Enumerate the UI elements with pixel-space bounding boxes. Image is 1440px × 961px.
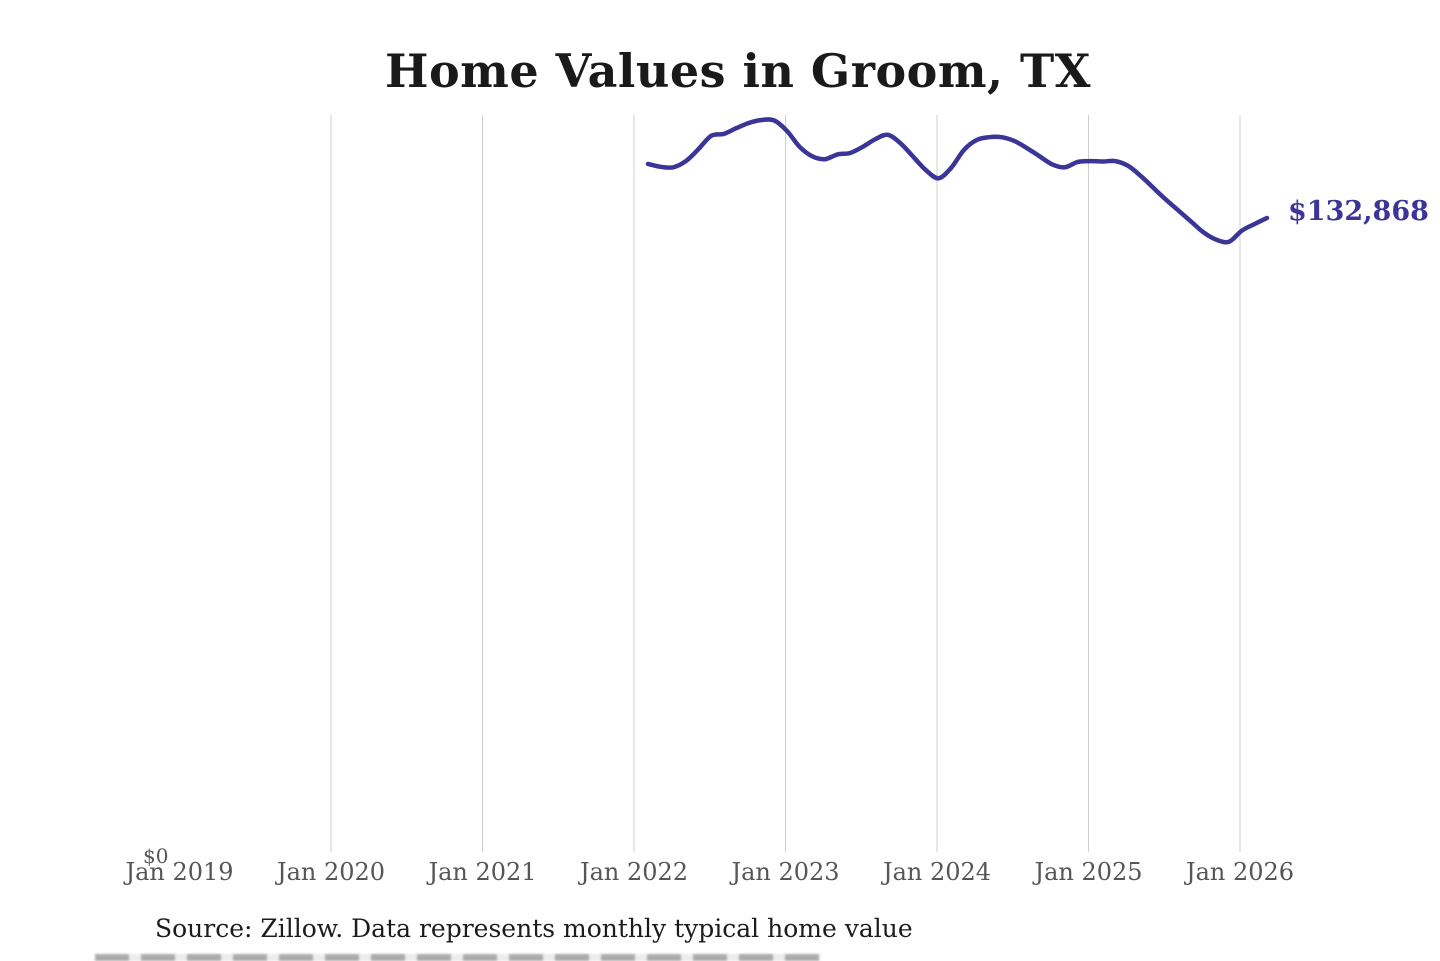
home-value-line bbox=[645, 117, 1270, 245]
x-axis-label: Jan 2022 bbox=[579, 858, 689, 886]
cropped-text-artifact bbox=[95, 954, 820, 961]
x-axis-label: Jan 2021 bbox=[428, 858, 537, 886]
x-axis-label: Jan 2020 bbox=[276, 858, 386, 886]
chart-title: Home Values in Groom, TX bbox=[385, 44, 1091, 98]
x-axis-label: Jan 2026 bbox=[1185, 858, 1295, 886]
x-axis-label: Jan 2025 bbox=[1034, 858, 1143, 886]
x-axis-label: Jan 2019 bbox=[125, 858, 234, 886]
latest-value-label: $132,868 bbox=[1288, 196, 1429, 227]
source-note: Source: Zillow. Data represents monthly … bbox=[155, 914, 913, 943]
x-axis-label: Jan 2023 bbox=[731, 858, 840, 886]
x-axis-label: Jan 2024 bbox=[882, 858, 992, 886]
y-axis-zero-label: $0 bbox=[143, 844, 169, 868]
